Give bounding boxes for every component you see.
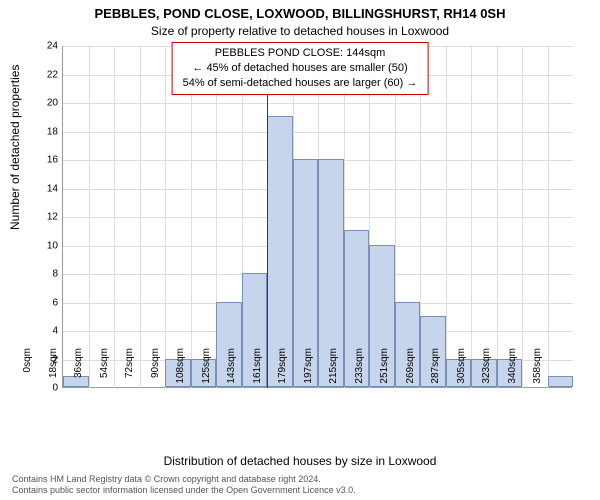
footer-line-2: Contains public sector information licen… <box>12 485 588 496</box>
x-tick: 143sqm <box>226 348 237 392</box>
x-tick: 161sqm <box>252 348 263 392</box>
y-tick: 16 <box>34 155 58 166</box>
chart-container: PEBBLES, POND CLOSE, LOXWOOD, BILLINGSHU… <box>0 0 600 500</box>
y-tick: 4 <box>34 326 58 337</box>
y-tick: 24 <box>34 41 58 52</box>
x-tick: 215sqm <box>328 348 339 392</box>
x-tick: 251sqm <box>379 348 390 392</box>
histogram-bar <box>267 116 293 387</box>
x-tick: 340sqm <box>507 348 518 392</box>
chart-title-sub: Size of property relative to detached ho… <box>0 24 600 38</box>
y-tick: 12 <box>34 212 58 223</box>
y-tick: 14 <box>34 183 58 194</box>
x-tick: 125sqm <box>201 348 212 392</box>
x-tick: 269sqm <box>405 348 416 392</box>
grid-area <box>62 46 572 388</box>
x-tick: 90sqm <box>150 348 161 392</box>
y-axis-label: Number of detached properties <box>8 65 22 230</box>
reference-line <box>267 46 268 388</box>
x-tick: 54sqm <box>99 348 110 392</box>
x-tick: 287sqm <box>430 348 441 392</box>
x-tick: 179sqm <box>277 348 288 392</box>
footer-line-1: Contains HM Land Registry data © Crown c… <box>12 474 588 485</box>
x-tick: 233sqm <box>354 348 365 392</box>
x-tick: 0sqm <box>22 348 33 392</box>
x-tick: 72sqm <box>124 348 135 392</box>
plot-area: 0246810121416182022240sqm18sqm36sqm54sqm… <box>62 46 572 388</box>
x-tick: 323sqm <box>481 348 492 392</box>
y-tick: 18 <box>34 126 58 137</box>
y-tick: 6 <box>34 297 58 308</box>
x-tick: 197sqm <box>303 348 314 392</box>
x-tick: 305sqm <box>456 348 467 392</box>
info-line-3: 54% of semi-detached houses are larger (… <box>183 76 418 91</box>
y-tick: 8 <box>34 269 58 280</box>
x-tick: 18sqm <box>48 348 59 392</box>
y-tick: 22 <box>34 69 58 80</box>
x-tick: 36sqm <box>73 348 84 392</box>
y-tick: 10 <box>34 240 58 251</box>
chart-title-main: PEBBLES, POND CLOSE, LOXWOOD, BILLINGSHU… <box>0 6 600 21</box>
x-tick: 108sqm <box>175 348 186 392</box>
x-tick: 358sqm <box>532 348 543 392</box>
x-axis-label: Distribution of detached houses by size … <box>0 454 600 468</box>
y-tick: 20 <box>34 98 58 109</box>
info-box: PEBBLES POND CLOSE: 144sqm ← 45% of deta… <box>172 42 429 95</box>
info-line-2: ← 45% of detached houses are smaller (50… <box>183 61 418 76</box>
histogram-bar <box>548 376 574 387</box>
info-line-1: PEBBLES POND CLOSE: 144sqm <box>183 46 418 61</box>
footer-text: Contains HM Land Registry data © Crown c… <box>12 474 588 497</box>
